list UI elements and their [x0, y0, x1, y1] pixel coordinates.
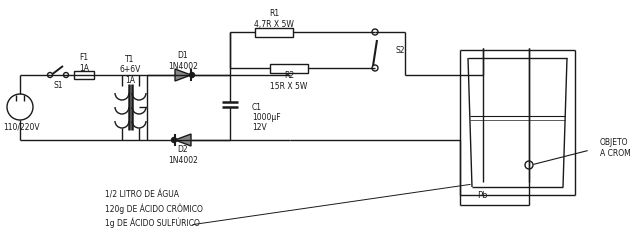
Bar — [255, 27, 293, 37]
Circle shape — [190, 72, 195, 77]
Text: 110/220V: 110/220V — [4, 123, 40, 131]
Text: F1
1A: F1 1A — [79, 53, 89, 73]
Text: S2: S2 — [395, 45, 404, 54]
Bar — [270, 64, 308, 72]
Text: OBJETO
A CROMAR: OBJETO A CROMAR — [600, 138, 630, 158]
Text: Pb: Pb — [477, 190, 487, 200]
Polygon shape — [175, 69, 191, 81]
Polygon shape — [175, 134, 191, 146]
Text: T1
6+6V
1A: T1 6+6V 1A — [119, 55, 140, 85]
Text: R2
15R X 5W: R2 15R X 5W — [270, 71, 307, 91]
Bar — [74, 71, 94, 79]
Text: S1: S1 — [54, 81, 63, 91]
Text: D2
1N4002: D2 1N4002 — [168, 145, 198, 165]
Text: R1
4,7R X 5W: R1 4,7R X 5W — [254, 9, 294, 29]
Text: D1
1N4002: D1 1N4002 — [168, 51, 198, 71]
Text: 1/2 LITRO DE ÁGUA
120g DE ÁCIDO CRÔMICO
1g DE ÁCIDO SULFÚRICO: 1/2 LITRO DE ÁGUA 120g DE ÁCIDO CRÔMICO … — [105, 190, 203, 228]
Text: C1
1000μF
12V: C1 1000μF 12V — [252, 103, 280, 132]
Circle shape — [171, 137, 176, 142]
